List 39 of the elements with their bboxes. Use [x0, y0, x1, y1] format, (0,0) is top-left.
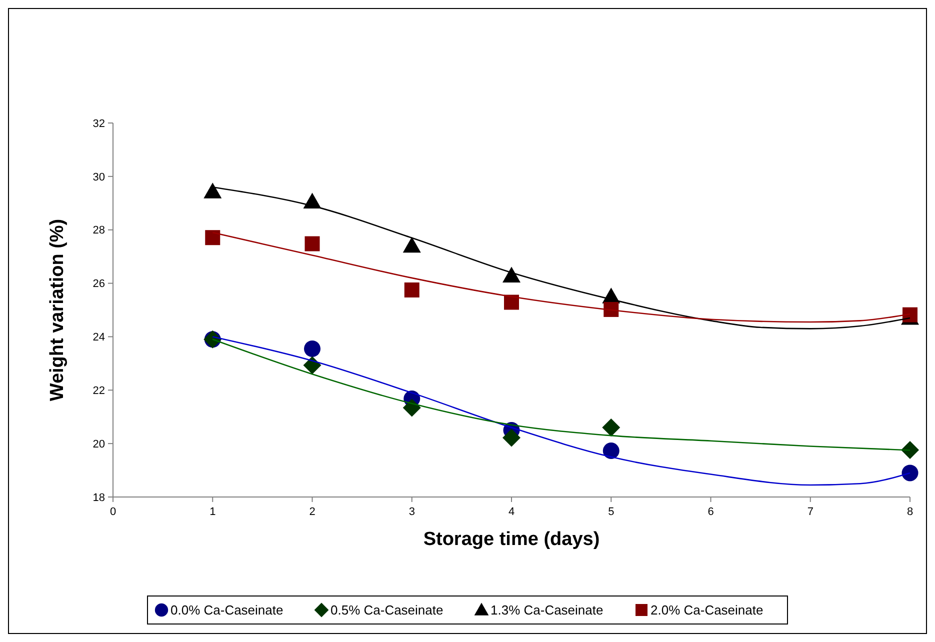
- point: [404, 282, 420, 298]
- y-tick-label: 24: [92, 332, 105, 344]
- point: [901, 440, 919, 459]
- y-tick-label: 22: [92, 384, 105, 397]
- legend-label: 2.0% Ca-Caseinate: [650, 602, 764, 618]
- x-tick-label: 3: [408, 506, 415, 518]
- y-tick-label: 30: [92, 171, 105, 184]
- x-axis-title: Storage time (days): [423, 529, 600, 550]
- x-tick-label: 6: [708, 506, 714, 518]
- x-tick-label: 4: [508, 506, 515, 518]
- point: [303, 356, 322, 374]
- legend-label: 1.3% Ca-Caseinate: [490, 602, 604, 618]
- x-tick-label: 8: [906, 506, 914, 518]
- y-tick-label: 28: [92, 224, 105, 237]
- point: [204, 182, 222, 198]
- point: [205, 230, 220, 246]
- x-tick-label: 1: [210, 506, 216, 518]
- point: [304, 236, 320, 252]
- legend-label: 0.0% Ca-Caseinate: [170, 602, 284, 618]
- x-tick-label: 0: [110, 506, 116, 518]
- point: [502, 428, 520, 447]
- point: [602, 442, 620, 460]
- point: [402, 236, 421, 253]
- point: [504, 294, 519, 310]
- point: [304, 340, 320, 357]
- point: [402, 398, 421, 417]
- x-tick-label: 2: [309, 506, 316, 518]
- x-tick-label: 7: [807, 506, 814, 518]
- point: [502, 266, 520, 283]
- y-tick-label: 26: [92, 278, 105, 290]
- y-tick-label: 20: [92, 438, 105, 450]
- y-axis-title: Weight variation (%): [47, 218, 68, 402]
- y-tick-label: 18: [92, 492, 105, 504]
- point: [602, 418, 620, 437]
- legend-label: 0.5% Ca-Caseinate: [330, 602, 444, 618]
- y-tick-label: 32: [92, 118, 105, 130]
- point: [604, 302, 619, 317]
- point: [902, 464, 918, 482]
- x-tick-label: 5: [608, 506, 614, 518]
